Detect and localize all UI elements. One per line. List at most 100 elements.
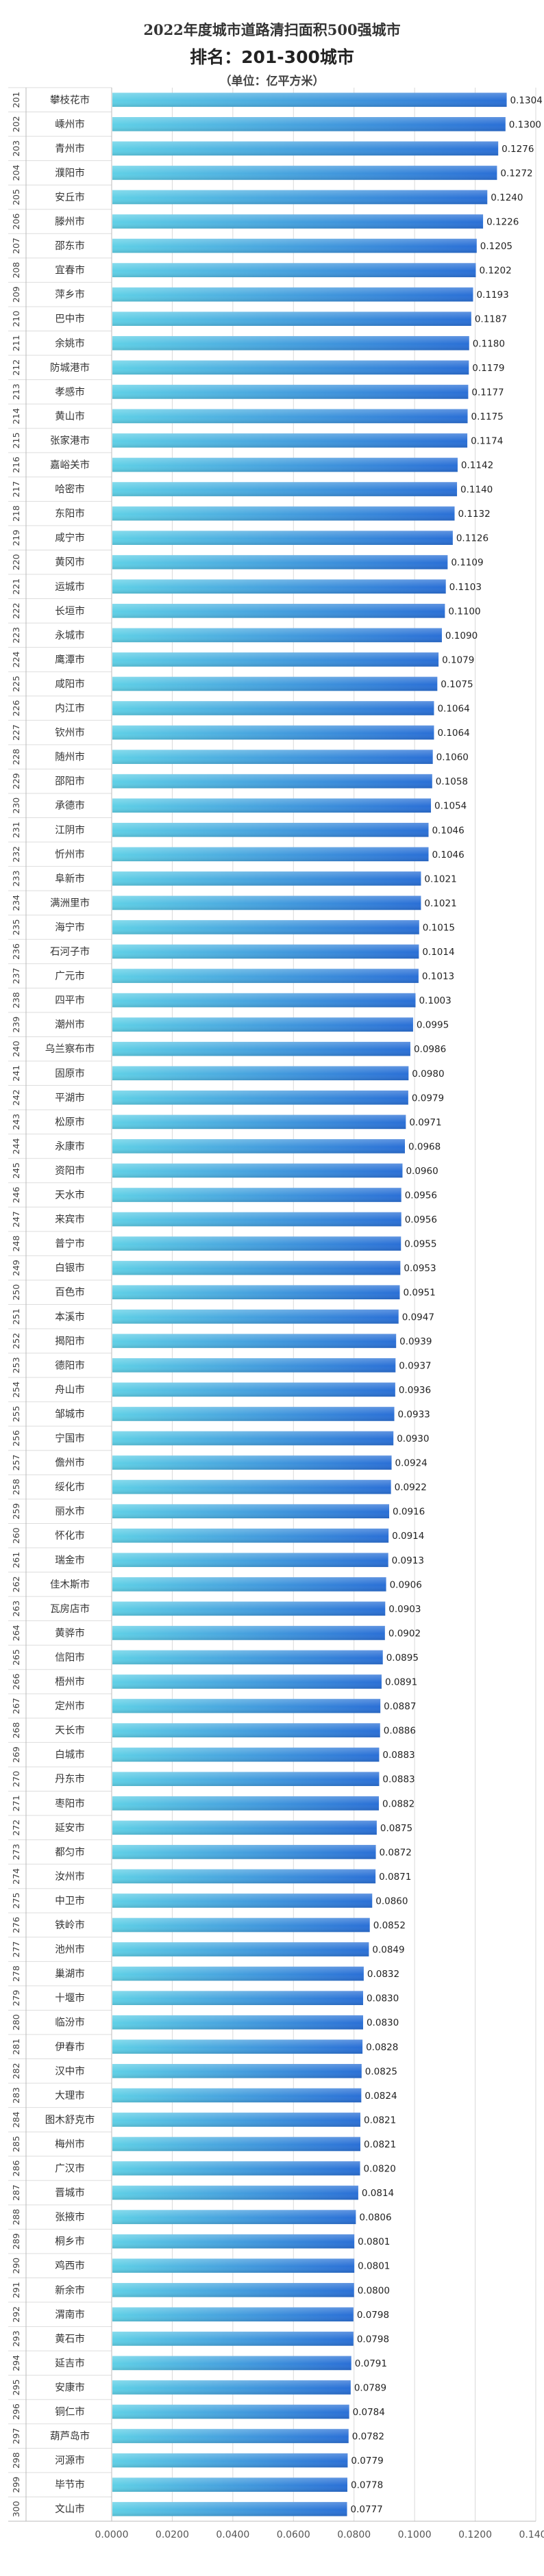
rank-label: 238 xyxy=(11,992,21,1008)
value-label: 0.0956 xyxy=(405,1214,437,1225)
city-label: 永城市 xyxy=(55,630,85,641)
bar-shade xyxy=(112,1309,399,1324)
city-label: 邹城市 xyxy=(55,1408,85,1420)
value-label: 0.0778 xyxy=(351,2480,383,2491)
bar-shade xyxy=(112,993,416,1008)
city-label: 白银市 xyxy=(55,1262,85,1274)
rank-label: 264 xyxy=(11,1624,21,1641)
bar-shade xyxy=(112,2137,360,2152)
bar-shade xyxy=(112,117,506,131)
bar-shade xyxy=(112,1845,376,1859)
value-label: 0.0832 xyxy=(367,1969,399,1980)
value-label: 0.0849 xyxy=(372,1945,404,1956)
city-label: 丹东市 xyxy=(55,1774,85,1785)
bar-shade xyxy=(112,871,421,886)
city-label: 青州市 xyxy=(55,143,85,155)
city-label: 桐乡市 xyxy=(55,2236,85,2247)
city-label: 邵阳市 xyxy=(55,776,85,787)
rank-label: 257 xyxy=(11,1455,21,1471)
rank-label: 278 xyxy=(11,1965,21,1982)
city-label: 张家港市 xyxy=(50,435,90,446)
bar-shade xyxy=(112,92,507,107)
city-label: 来宾市 xyxy=(55,1214,85,1225)
bar-shade xyxy=(112,1212,401,1227)
city-label: 潮州市 xyxy=(55,1019,85,1031)
bar-shade xyxy=(112,2088,362,2103)
rank-label: 276 xyxy=(11,1917,21,1933)
value-label: 0.0916 xyxy=(393,1507,425,1518)
rank-label: 235 xyxy=(11,919,21,936)
city-label: 渭南市 xyxy=(55,2309,85,2321)
bar-shade xyxy=(112,1431,394,1446)
city-label: 乌兰察布市 xyxy=(45,1043,95,1055)
rank-label: 206 xyxy=(11,214,21,230)
value-label: 0.1058 xyxy=(436,776,468,787)
rank-label: 229 xyxy=(11,773,21,789)
bar-shade xyxy=(112,1601,386,1616)
value-label: 0.0882 xyxy=(382,1798,415,1809)
rank-label: 210 xyxy=(11,311,21,327)
city-label: 张掖市 xyxy=(55,2212,85,2223)
rank-label: 256 xyxy=(11,1430,21,1446)
rank-label: 288 xyxy=(11,2209,21,2226)
value-label: 0.0824 xyxy=(364,2091,397,2102)
city-label: 梅州市 xyxy=(55,2139,85,2150)
bar-shade xyxy=(112,1479,391,1494)
city-label: 哈密市 xyxy=(55,484,85,496)
value-label: 0.0979 xyxy=(412,1093,444,1104)
rank-label: 249 xyxy=(11,1260,21,1276)
bar-shade xyxy=(112,1626,385,1640)
value-label: 0.1180 xyxy=(473,338,505,349)
bar-shade xyxy=(112,604,445,618)
city-label: 石河子市 xyxy=(50,946,90,958)
rank-label: 273 xyxy=(11,1844,21,1860)
bar-shade xyxy=(112,2453,348,2468)
value-label: 0.1193 xyxy=(476,290,508,301)
city-label: 普宁市 xyxy=(55,1238,85,1250)
bar-shade xyxy=(112,554,448,570)
rank-label: 213 xyxy=(11,383,21,400)
value-label: 0.0922 xyxy=(395,1482,427,1493)
value-label: 0.1015 xyxy=(423,922,455,933)
value-label: 0.0806 xyxy=(359,2212,391,2223)
city-label: 钦州市 xyxy=(55,727,85,739)
bar-shade xyxy=(112,287,473,302)
rank-label: 227 xyxy=(11,724,21,741)
rank-label: 211 xyxy=(11,335,21,351)
value-label: 0.0791 xyxy=(355,2358,387,2369)
rank-label: 201 xyxy=(11,92,21,108)
rank-label: 298 xyxy=(11,2452,21,2469)
city-label: 孝感市 xyxy=(55,386,85,398)
value-label: 0.0789 xyxy=(354,2382,386,2393)
bar-shade xyxy=(112,457,458,472)
bar-shade xyxy=(112,1407,395,1421)
rank-label: 224 xyxy=(11,651,21,667)
bar-shade xyxy=(112,166,497,180)
city-label: 广汉市 xyxy=(55,2163,85,2175)
city-label: 固原市 xyxy=(55,1068,85,1080)
rank-label: 255 xyxy=(11,1406,21,1423)
city-label: 承德市 xyxy=(55,800,85,812)
city-label: 毕节市 xyxy=(55,2479,85,2491)
rank-label: 233 xyxy=(11,870,21,887)
rank-label: 221 xyxy=(11,578,21,595)
value-label: 0.1300 xyxy=(509,119,541,130)
value-label: 0.0825 xyxy=(365,2066,397,2077)
bar-shade xyxy=(112,2477,347,2492)
value-label: 0.0891 xyxy=(385,1677,417,1688)
bar-shade xyxy=(112,2404,349,2419)
bar-shade xyxy=(112,1504,390,1518)
bar-shade xyxy=(112,1723,380,1737)
bar-shade xyxy=(112,1066,409,1081)
rank-label: 274 xyxy=(11,1868,21,1885)
city-label: 余姚市 xyxy=(55,337,85,349)
value-label: 0.1272 xyxy=(500,168,532,179)
value-label: 0.0914 xyxy=(392,1531,424,1542)
city-label: 咸阳市 xyxy=(55,678,85,690)
value-label: 0.0995 xyxy=(417,1020,449,1031)
value-label: 0.1064 xyxy=(437,704,469,715)
value-label: 0.1075 xyxy=(441,679,473,690)
rank-label: 217 xyxy=(11,481,21,498)
city-label: 汝州市 xyxy=(55,1871,85,1883)
bar-shade xyxy=(112,141,499,156)
